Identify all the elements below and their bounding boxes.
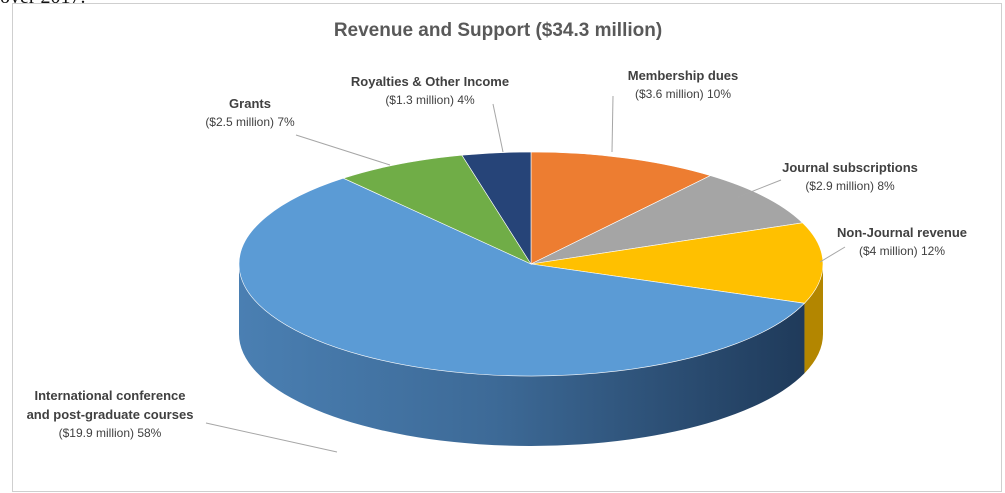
slice-value: ($19.9 million) 58% bbox=[59, 426, 162, 440]
pie-slice-membership-dues bbox=[530, 151, 712, 265]
leader-line bbox=[737, 179, 782, 198]
slice-label-0: Membership dues ($3.6 million) 10% bbox=[611, 68, 739, 153]
pie-slice-royalties-other-income bbox=[461, 151, 532, 266]
slice-value: ($4 million) 12% bbox=[859, 244, 945, 258]
slice-label-2: Non-Journal revenue ($4 million) 12% bbox=[819, 225, 967, 263]
chart-title: Revenue and Support ($34.3 million) bbox=[334, 20, 662, 41]
slice-name: Royalties & Other Income bbox=[351, 74, 509, 89]
slice-name: Journal subscriptions bbox=[782, 160, 918, 175]
pie-slice-international-conference-and-post-graduate-courses bbox=[238, 177, 806, 377]
slice-label-1: Journal subscriptions ($2.9 million) 8% bbox=[737, 160, 918, 198]
slice-value: ($3.6 million) 10% bbox=[635, 87, 731, 101]
leader-line bbox=[295, 134, 391, 166]
slice-value: ($1.3 million) 4% bbox=[385, 93, 475, 107]
slice-name: Non-Journal revenue bbox=[837, 225, 967, 240]
leader-line bbox=[205, 422, 338, 453]
slice-label-4: Grants ($2.5 million) 7% bbox=[205, 96, 391, 166]
pie-labels: Membership dues ($3.6 million) 10% Journal… bbox=[27, 68, 967, 453]
slice-name: and post-graduate courses bbox=[27, 407, 194, 422]
slice-name: Grants bbox=[229, 96, 271, 111]
pie-slice-grants bbox=[342, 154, 532, 265]
pie-slices bbox=[238, 151, 824, 446]
slice-name: Membership dues bbox=[628, 68, 739, 83]
slice-value: ($2.5 million) 7% bbox=[205, 115, 295, 129]
pie-slice-non-journal-revenue bbox=[530, 222, 824, 304]
slice-name: International conference bbox=[35, 388, 186, 403]
slice-value: ($2.9 million) 8% bbox=[805, 179, 895, 193]
slice-side-2 bbox=[804, 264, 824, 374]
pie-slice-journal-subscriptions bbox=[530, 175, 804, 265]
leader-line bbox=[819, 246, 846, 263]
slice-side-3 bbox=[239, 264, 805, 446]
slice-label-5: Royalties & Other Income ($1.3 million) 4… bbox=[351, 74, 509, 153]
leader-line bbox=[492, 103, 504, 153]
leader-line bbox=[611, 95, 614, 153]
slice-label-3: International conference and post-graduat… bbox=[27, 388, 338, 453]
